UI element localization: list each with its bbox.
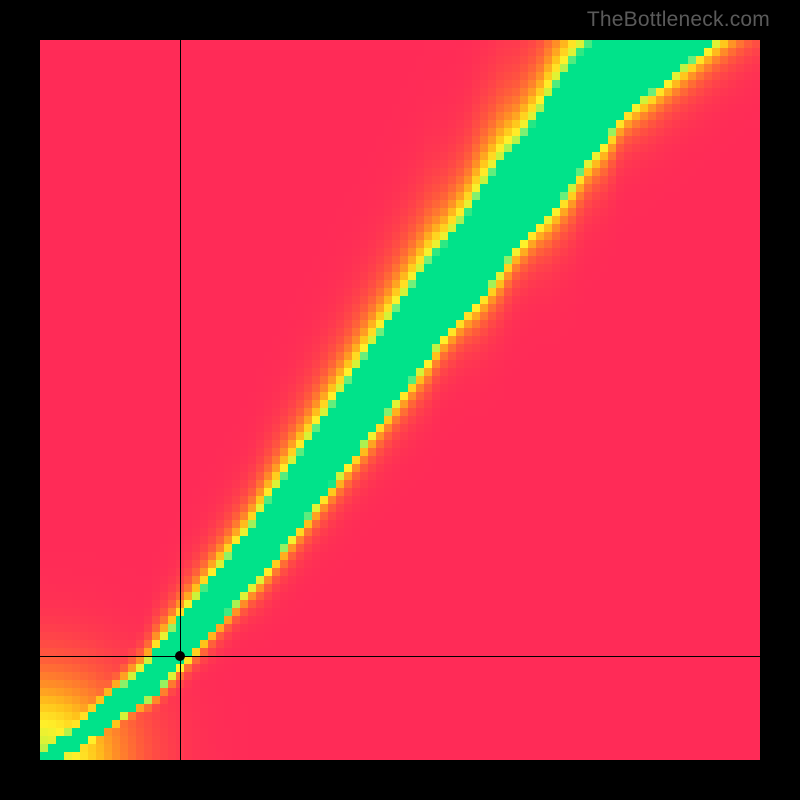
heatmap-canvas	[40, 40, 760, 760]
selection-marker-dot	[175, 651, 185, 661]
root-container: TheBottleneck.com	[0, 0, 800, 800]
heatmap-plot	[40, 40, 760, 760]
crosshair-horizontal	[40, 656, 760, 657]
watermark-text: TheBottleneck.com	[587, 8, 770, 32]
